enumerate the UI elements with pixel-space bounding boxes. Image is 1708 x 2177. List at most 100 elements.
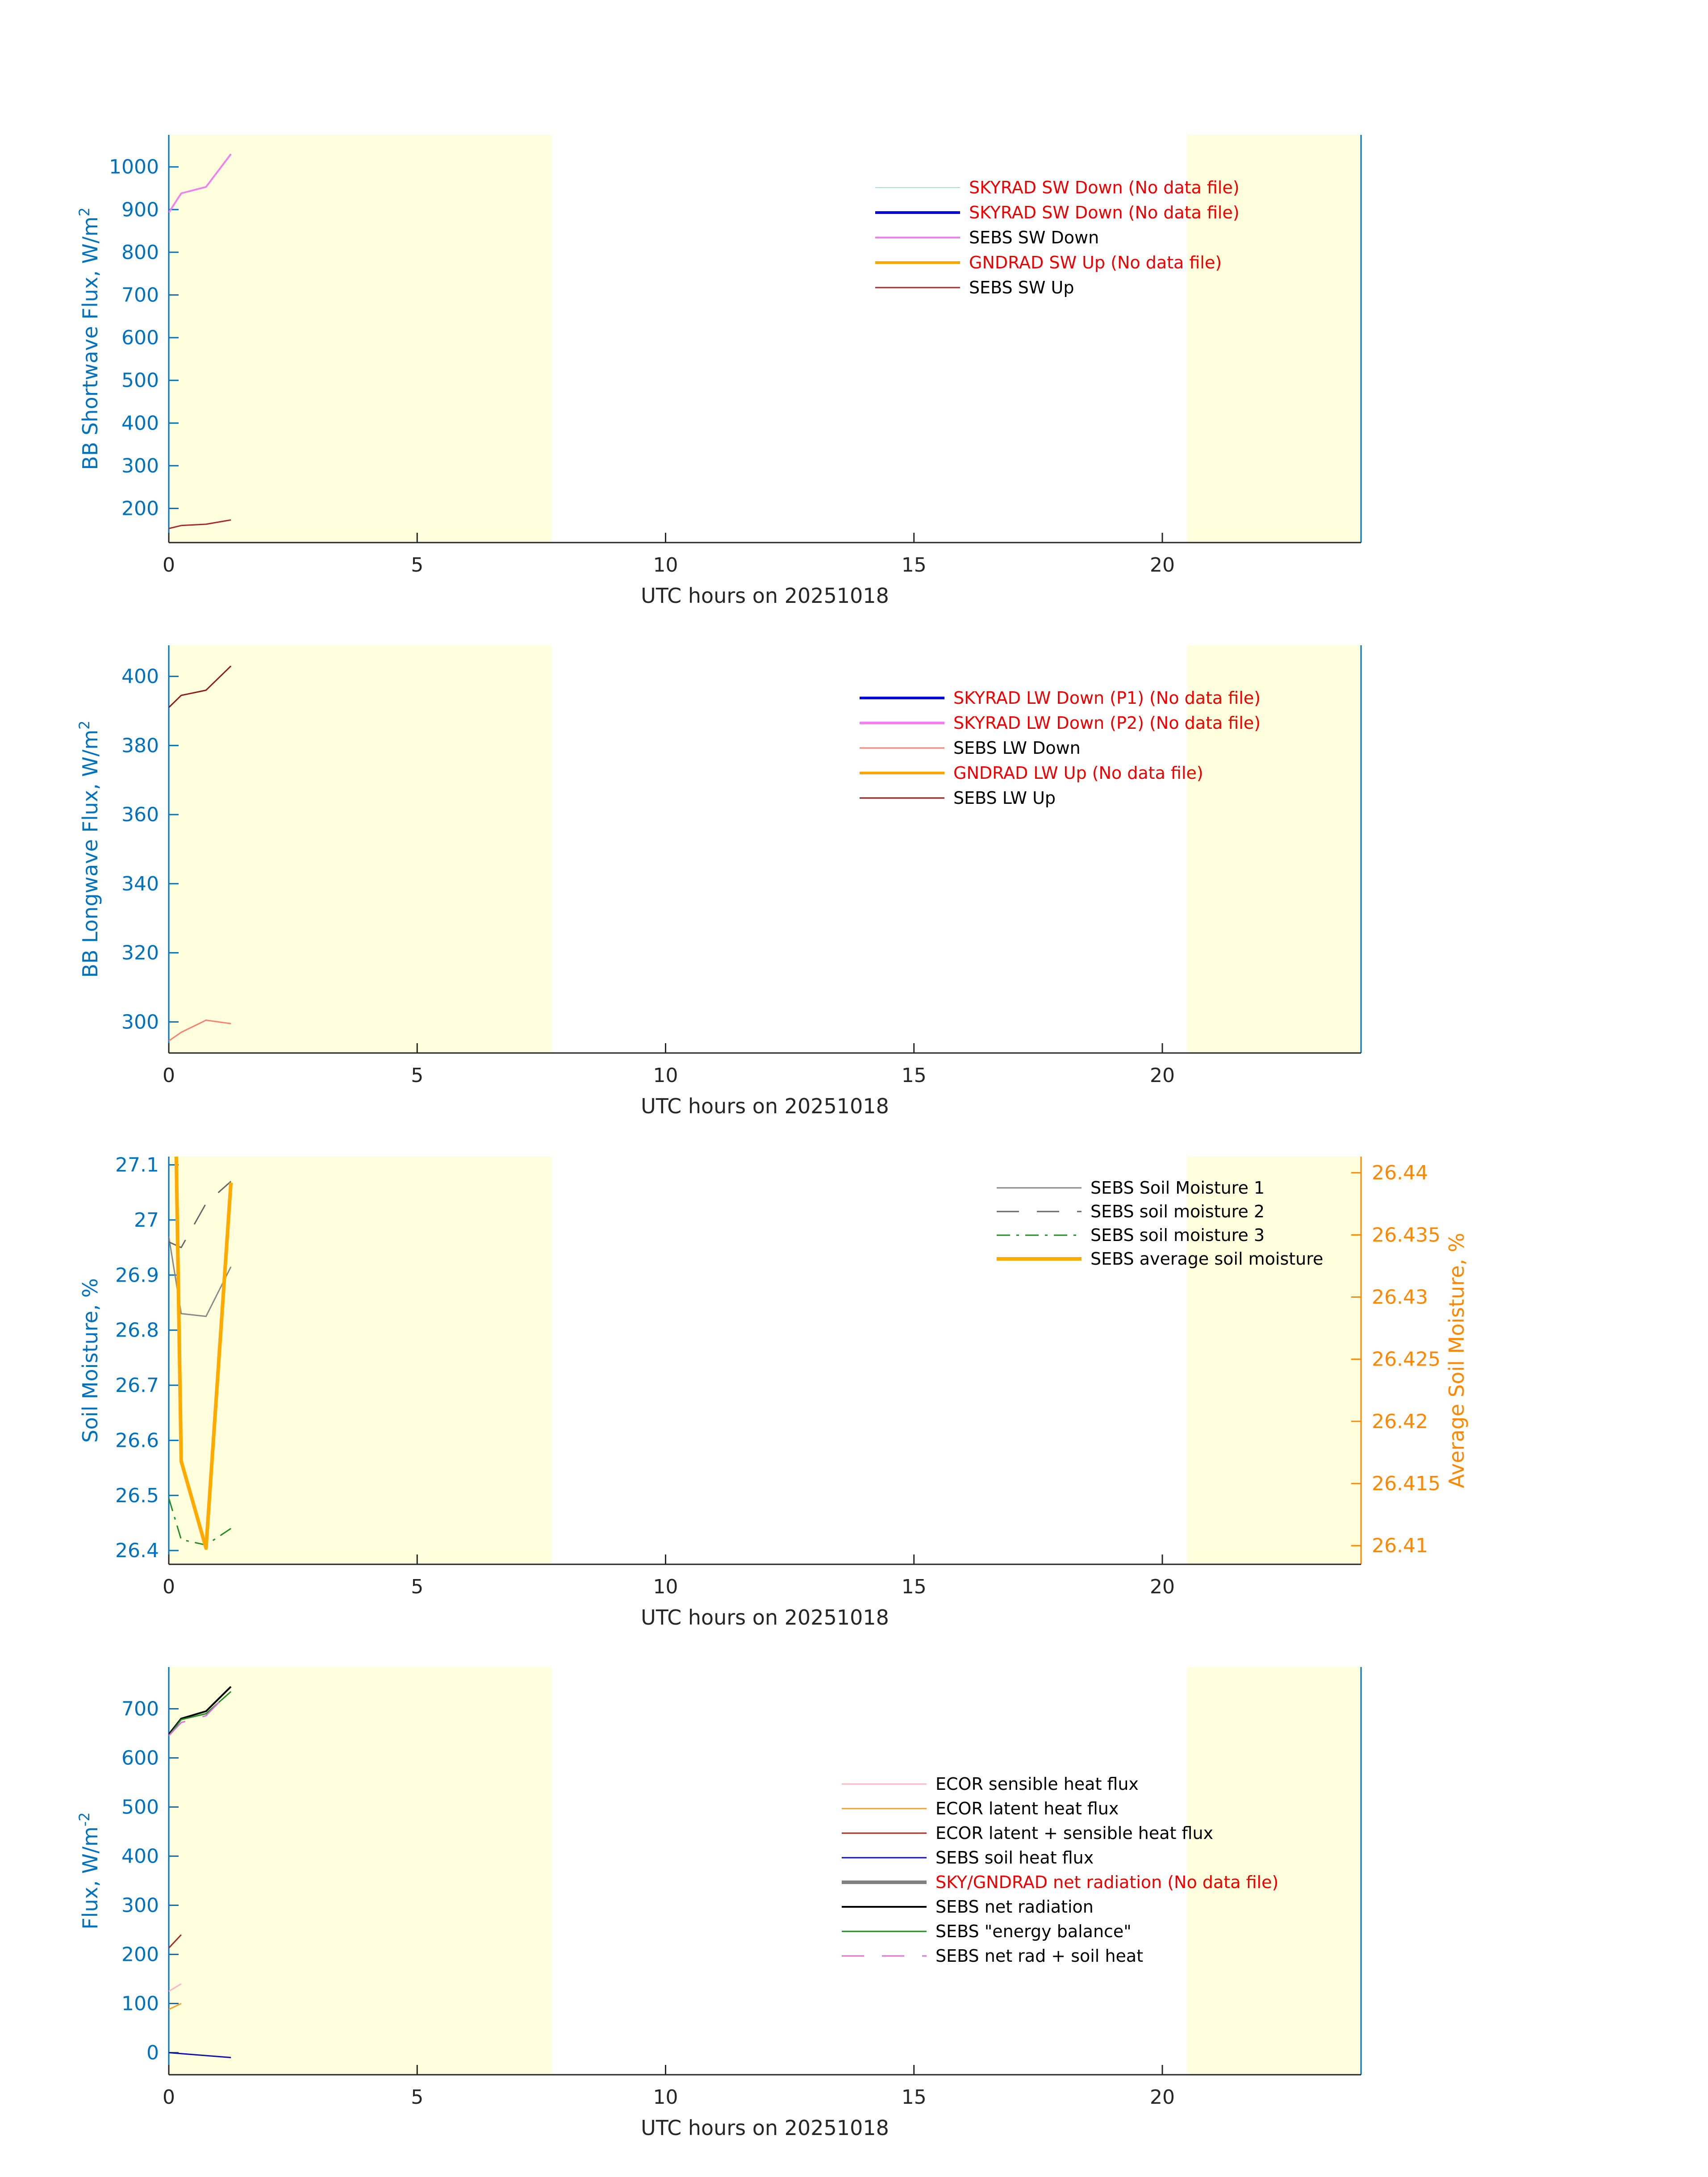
x-tick-label: 20 <box>1150 2086 1175 2109</box>
series-line <box>169 1983 182 1992</box>
legend-label: SEBS "energy balance" <box>935 1922 1132 1941</box>
y-tick-label: 600 <box>121 326 159 349</box>
y-right-tick-label: 26.44 <box>1372 1162 1428 1184</box>
y-tick-label: 500 <box>121 369 159 392</box>
series-line <box>169 1181 232 1249</box>
series-line <box>169 153 232 213</box>
x-axis-label: UTC hours on 20251018 <box>641 1094 889 1118</box>
y-axis-label-text: Soil Moisture, % <box>78 1278 102 1442</box>
y-tick-label: 600 <box>121 1747 159 1770</box>
series-line <box>169 1236 232 1317</box>
x-tick-label: 15 <box>902 1064 927 1087</box>
x-axis-label: UTC hours on 20251018 <box>641 1605 889 1630</box>
y-tick-label: 400 <box>121 412 159 435</box>
y-axis-label-superscript: 2 <box>76 207 93 216</box>
y-right-tick-label: 26.41 <box>1372 1534 1428 1557</box>
y-tick-label: 900 <box>121 198 159 221</box>
y-axis-label-text: Flux, W/m <box>78 1826 102 1930</box>
legend: SKYRAD LW Down (P1) (No data file) SKYRAD… <box>860 688 1261 808</box>
y-axis-label: BB Shortwave Flux, W/m2 <box>76 207 102 470</box>
y-tick-label: 400 <box>121 665 159 688</box>
y-axis-label: Soil Moisture, % <box>78 1278 102 1442</box>
x-tick-label: 15 <box>902 1575 927 1598</box>
x-tick-label: 20 <box>1150 554 1175 577</box>
legend-label: SKYRAD SW Down (No data file) <box>969 203 1240 222</box>
y-tick-label: 100 <box>121 1993 159 2015</box>
x-tick-label: 5 <box>411 1575 423 1598</box>
y-tick-label: 700 <box>121 284 159 307</box>
y-tick-label: 340 <box>121 873 159 895</box>
legend-label: SKYRAD LW Down (P1) (No data file) <box>953 688 1261 708</box>
series-group <box>169 153 232 529</box>
x-tick-label: 10 <box>653 2086 678 2109</box>
x-tick-label: 5 <box>411 2086 423 2109</box>
y-tick-label: 200 <box>121 497 159 520</box>
night-shade <box>169 645 551 1053</box>
chart-panel-3: 0 5 10 15 20 26.4 26.5 26.6 26.7 26.8 26.9 27 27.1 26… <box>78 1154 1469 1630</box>
y-tick-label: 300 <box>121 455 159 477</box>
night-shade <box>169 135 551 543</box>
night-shade <box>1187 1667 1361 2075</box>
x-tick-label: 10 <box>653 1575 678 1598</box>
y-tick-label: 300 <box>121 1011 159 1033</box>
series-group <box>169 665 232 1042</box>
series-line <box>169 1498 231 1546</box>
legend-label: SEBS average soil moisture <box>1090 1249 1323 1269</box>
y-tick-label: 26.6 <box>115 1429 159 1452</box>
legend-label: SKY/GNDRAD net radiation (No data file) <box>935 1872 1278 1892</box>
night-shade <box>1187 1157 1361 1564</box>
legend: SEBS Soil Moisture 1 SEBS soil moisture 2… <box>997 1178 1323 1269</box>
legend-label: GNDRAD SW Up (No data file) <box>969 253 1222 272</box>
y-tick-label: 26.4 <box>115 1539 159 1562</box>
chart-panel-2: 0 5 10 15 20 300 320 340 360 380 400 UTC hours on 2… <box>76 645 1362 1118</box>
series-line <box>169 1686 232 1735</box>
x-tick-label: 0 <box>163 554 175 577</box>
legend-label: SEBS SW Up <box>969 278 1074 297</box>
legend-label: ECOR latent + sensible heat flux <box>935 1823 1213 1843</box>
y-tick-label: 27.1 <box>115 1154 159 1177</box>
x-tick-label: 0 <box>163 1575 175 1598</box>
series-line <box>169 2003 182 2010</box>
series-line <box>169 1934 182 1949</box>
legend-label: SEBS soil moisture 3 <box>1090 1225 1265 1245</box>
legend-label: SEBS net rad + soil heat <box>935 1946 1143 1966</box>
night-shade <box>169 1667 551 2075</box>
legend-label: SEBS soil heat flux <box>935 1848 1094 1868</box>
y-tick-label: 320 <box>121 942 159 965</box>
y-axis-right-label: Average Soil Moisture, % <box>1445 1233 1469 1488</box>
series-line <box>169 519 231 529</box>
y-tick-label: 0 <box>146 2042 159 2064</box>
series-group <box>169 1686 232 2058</box>
night-shade <box>1187 135 1361 543</box>
y-tick-label: 26.9 <box>115 1264 159 1287</box>
y-tick-label: 1000 <box>109 156 159 179</box>
legend-label: SKYRAD LW Down (P2) (No data file) <box>953 713 1261 733</box>
series-line <box>169 2052 231 2058</box>
y-axis-label: BB Longwave Flux, W/m2 <box>76 720 102 978</box>
y-tick-label: 26.8 <box>115 1319 159 1342</box>
y-axis-label-superscript: 2 <box>76 720 93 729</box>
night-shade <box>1187 645 1361 1053</box>
series-group <box>169 1157 233 1550</box>
y-tick-label: 380 <box>121 734 159 757</box>
x-tick-label: 20 <box>1150 1064 1175 1087</box>
legend-label: SEBS soil moisture 2 <box>1090 1202 1265 1221</box>
legend-label: SEBS net radiation <box>935 1897 1094 1917</box>
series-line <box>169 665 232 708</box>
legend-label: SEBS SW Down <box>969 228 1099 247</box>
legend: ECOR sensible heat flux ECOR latent heat … <box>842 1774 1278 1966</box>
y-axis-label-superscript: -2 <box>76 1812 93 1826</box>
y-tick-label: 500 <box>121 1796 159 1819</box>
series-line <box>169 1020 231 1042</box>
y-axis-label-text: BB Longwave Flux, W/m <box>78 730 102 978</box>
series-line <box>169 1689 232 1737</box>
legend-label: ECOR latent heat flux <box>935 1799 1119 1818</box>
y-right-tick-label: 26.415 <box>1372 1472 1441 1495</box>
legend-label: SKYRAD SW Down (No data file) <box>969 178 1240 197</box>
x-tick-label: 15 <box>902 2086 927 2109</box>
x-tick-label: 10 <box>653 1064 678 1087</box>
legend-label: SEBS Soil Moisture 1 <box>1090 1178 1265 1198</box>
y-right-tick-label: 26.42 <box>1372 1410 1428 1433</box>
